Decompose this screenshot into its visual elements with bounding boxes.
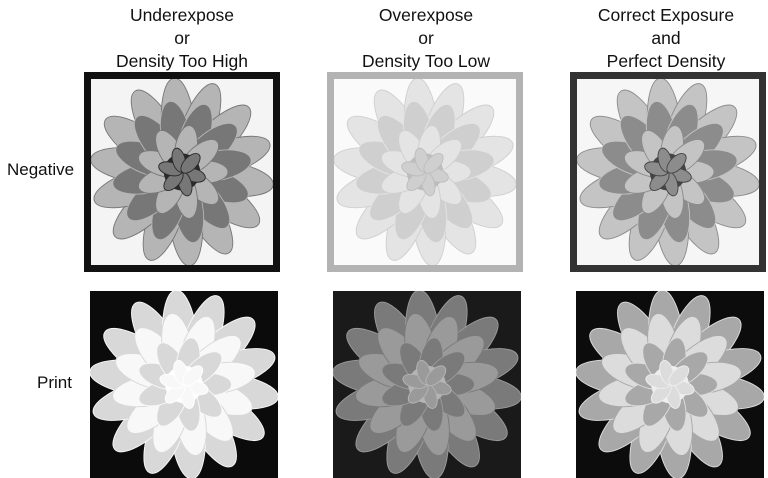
column-title-line: and bbox=[651, 28, 681, 48]
column-title-correct: Correct Exposure and Perfect Density bbox=[551, 4, 768, 73]
column-title-line: Density Too Low bbox=[361, 51, 491, 71]
column-title-line: Correct Exposure bbox=[597, 5, 735, 25]
flower-illustration bbox=[91, 79, 273, 265]
column-title-line: or bbox=[174, 28, 190, 48]
print-image-underexposed bbox=[90, 291, 278, 478]
flower-illustration bbox=[577, 79, 759, 265]
flower-illustration bbox=[576, 291, 764, 478]
column-title-line: Underexpose bbox=[129, 5, 235, 25]
flower-illustration bbox=[90, 291, 278, 478]
negative-image-underexposed bbox=[84, 72, 280, 272]
print-image-correct bbox=[576, 291, 764, 478]
column-title-line: Density Too High bbox=[116, 51, 248, 71]
row-label-print: Print bbox=[37, 373, 72, 392]
column-title-line: Perfect Density bbox=[606, 51, 726, 71]
print-image-overexposed bbox=[333, 291, 521, 478]
negative-image-overexposed bbox=[327, 72, 523, 272]
flower-illustration bbox=[333, 291, 521, 478]
row-label-negative: Negative bbox=[7, 160, 75, 179]
negative-image-correct bbox=[570, 72, 766, 272]
column-title-line: Overexpose bbox=[378, 5, 474, 25]
flower-illustration bbox=[334, 79, 516, 265]
column-title-underexpose: Underexpose or Density Too High bbox=[67, 4, 297, 73]
column-title-line: or bbox=[418, 28, 434, 48]
column-title-overexpose: Overexpose or Density Too Low bbox=[311, 4, 541, 73]
